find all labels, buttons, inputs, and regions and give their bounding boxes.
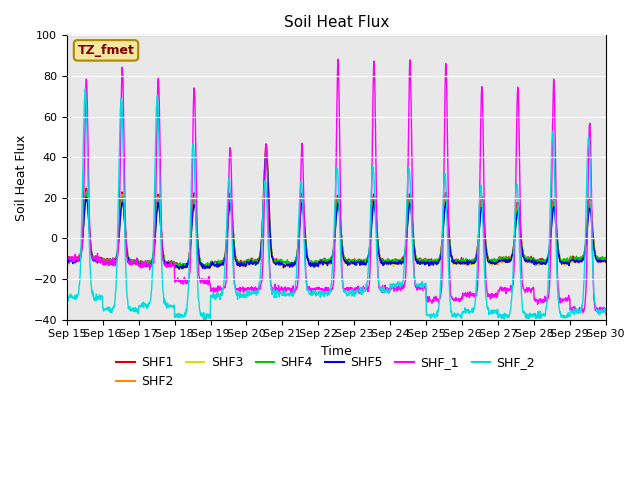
SHF4 [205,264,213,270]
SHF2 [539,260,547,266]
SHF_2 [491,307,499,313]
SHF5 [175,266,183,272]
X-axis label: Time: Time [321,345,351,358]
SHF_2 [81,86,89,92]
SHF_2 [539,311,547,317]
SHF3 [602,258,609,264]
SHF1 [183,262,191,268]
SHF5 [170,263,177,268]
SHF3 [491,260,499,265]
SHF_1 [491,293,499,299]
SHF4 [170,261,177,267]
SHF_1 [420,284,428,289]
SHF2 [243,260,251,266]
SHF_1 [63,256,70,262]
SHF5 [63,257,70,263]
SHF2 [420,259,428,265]
SHF1 [206,264,214,270]
SHF2 [177,266,185,272]
SHF_1 [579,310,586,315]
SHF4 [63,255,70,261]
SHF3 [539,260,547,265]
Line: SHF3: SHF3 [67,152,605,269]
SHF4 [539,258,547,264]
SHF1 [243,259,251,264]
SHF_2 [244,291,252,297]
SHF1 [170,259,177,265]
SHF3 [183,265,191,271]
SHF5 [491,262,499,267]
SHF_2 [170,303,178,309]
SHF_2 [420,281,428,287]
Line: SHF2: SHF2 [67,149,605,269]
SHF4 [262,148,270,154]
SHF4 [491,259,499,265]
SHF2 [170,262,177,267]
SHF_1 [243,286,251,292]
SHF2 [491,259,499,265]
SHF1 [63,254,70,260]
SHF5 [262,153,270,158]
SHF3 [63,259,70,264]
SHF2 [183,263,191,269]
SHF2 [63,258,70,264]
SHF_2 [200,318,208,324]
SHF_2 [602,312,609,317]
SHF4 [420,259,428,264]
SHF3 [420,259,428,265]
Text: TZ_fmet: TZ_fmet [77,44,134,57]
SHF1 [602,255,609,261]
SHF5 [243,259,251,264]
Legend: SHF1, SHF2, SHF3, SHF4, SHF5, SHF_1, SHF_2: SHF1, SHF2, SHF3, SHF4, SHF5, SHF_1, SHF… [111,351,540,393]
Line: SHF5: SHF5 [67,156,605,269]
SHF3 [170,262,177,267]
Line: SHF_1: SHF_1 [67,59,605,312]
SHF_1 [538,298,546,304]
SHF1 [491,259,499,265]
Line: SHF1: SHF1 [67,144,605,267]
SHF3 [201,266,209,272]
SHF5 [420,260,428,266]
SHF1 [420,258,428,264]
SHF_1 [334,56,342,62]
SHF5 [602,259,609,265]
SHF2 [602,258,609,264]
Y-axis label: Soil Heat Flux: Soil Heat Flux [15,134,28,221]
SHF_2 [63,296,70,301]
SHF5 [539,261,547,267]
SHF3 [243,259,251,264]
SHF2 [262,146,270,152]
SHF1 [262,141,270,147]
SHF4 [243,258,251,264]
SHF_1 [170,260,177,265]
SHF_1 [602,306,609,312]
SHF4 [602,257,609,263]
SHF3 [262,149,270,155]
Line: SHF4: SHF4 [67,151,605,267]
Title: Soil Heat Flux: Soil Heat Flux [284,15,389,30]
SHF_1 [183,279,191,285]
SHF1 [539,260,547,266]
SHF5 [183,264,191,270]
Line: SHF_2: SHF_2 [67,89,605,321]
SHF_2 [183,304,191,310]
SHF4 [183,261,191,267]
